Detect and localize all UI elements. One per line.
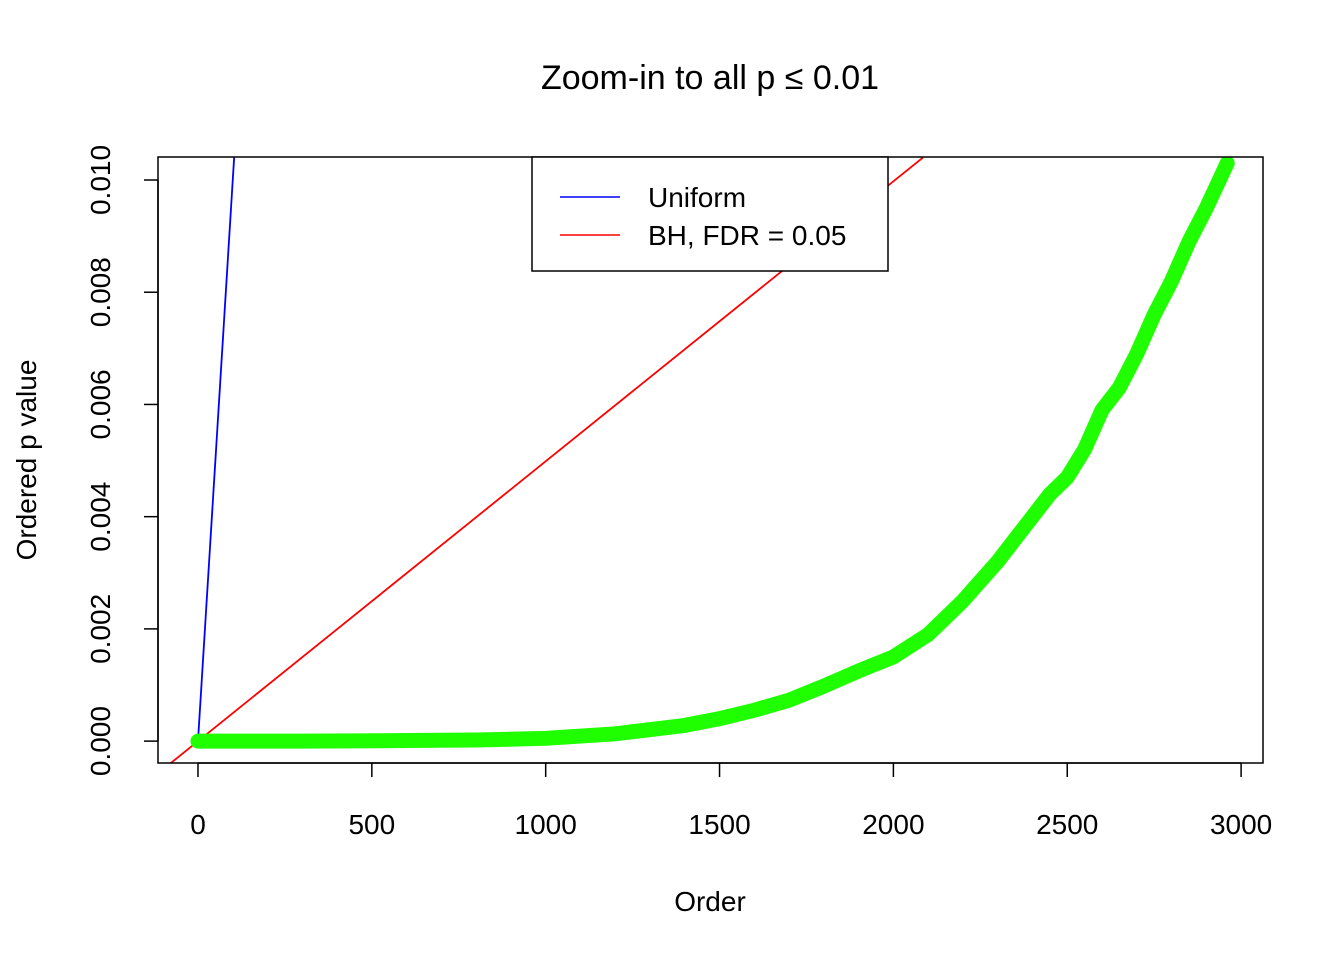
y-tick-label: 0.000	[85, 706, 116, 776]
data-point	[886, 649, 901, 664]
data-point	[782, 693, 797, 708]
data-point	[295, 734, 310, 749]
data-point	[851, 663, 866, 678]
data-point	[1129, 346, 1144, 361]
x-tick-label: 1500	[688, 809, 750, 840]
legend-label-uniform: Uniform	[648, 182, 746, 213]
data-point	[469, 732, 484, 747]
legend-box	[531, 156, 889, 272]
legend: Uniform BH, FDR = 0.05	[531, 156, 889, 272]
data-point	[677, 718, 692, 733]
data-point	[955, 593, 970, 608]
data-point	[1112, 380, 1127, 395]
x-tick-label: 2500	[1036, 809, 1098, 840]
y-tick-label: 0.002	[85, 594, 116, 664]
data-point	[712, 711, 727, 726]
x-tick-label: 500	[348, 809, 395, 840]
data-point	[608, 726, 623, 741]
data-point	[816, 679, 831, 694]
y-tick-label: 0.008	[85, 257, 116, 327]
data-point	[1077, 442, 1092, 457]
y-tick-label: 0.010	[85, 145, 116, 215]
y-tick-label: 0.004	[85, 482, 116, 552]
data-point	[921, 627, 936, 642]
data-point	[1060, 470, 1075, 485]
y-tick-label: 0.006	[85, 369, 116, 439]
data-point	[1025, 509, 1040, 524]
data-point	[1220, 157, 1235, 171]
data-point	[990, 554, 1005, 569]
data-point	[747, 703, 762, 718]
data-point	[190, 734, 205, 749]
data-point	[1095, 403, 1110, 418]
data-point	[1199, 201, 1214, 216]
x-tick-label: 1000	[515, 809, 577, 840]
x-tick-label: 2000	[862, 809, 924, 840]
y-axis-label: Ordered p value	[11, 360, 42, 561]
x-axis-label: Order	[674, 886, 746, 917]
x-tick-label: 3000	[1210, 809, 1272, 840]
points-band	[190, 157, 1235, 749]
data-point	[1042, 487, 1057, 502]
data-point	[538, 731, 553, 746]
x-tick-label: 0	[190, 809, 206, 840]
legend-label-bh: BH, FDR = 0.05	[648, 220, 846, 251]
chart-title: Zoom-in to all p ≤ 0.01	[541, 59, 879, 97]
data-point	[399, 733, 414, 748]
data-point	[1164, 274, 1179, 289]
data-point	[1147, 307, 1162, 322]
data-point	[1181, 234, 1196, 249]
series-line-0	[197, 157, 236, 742]
